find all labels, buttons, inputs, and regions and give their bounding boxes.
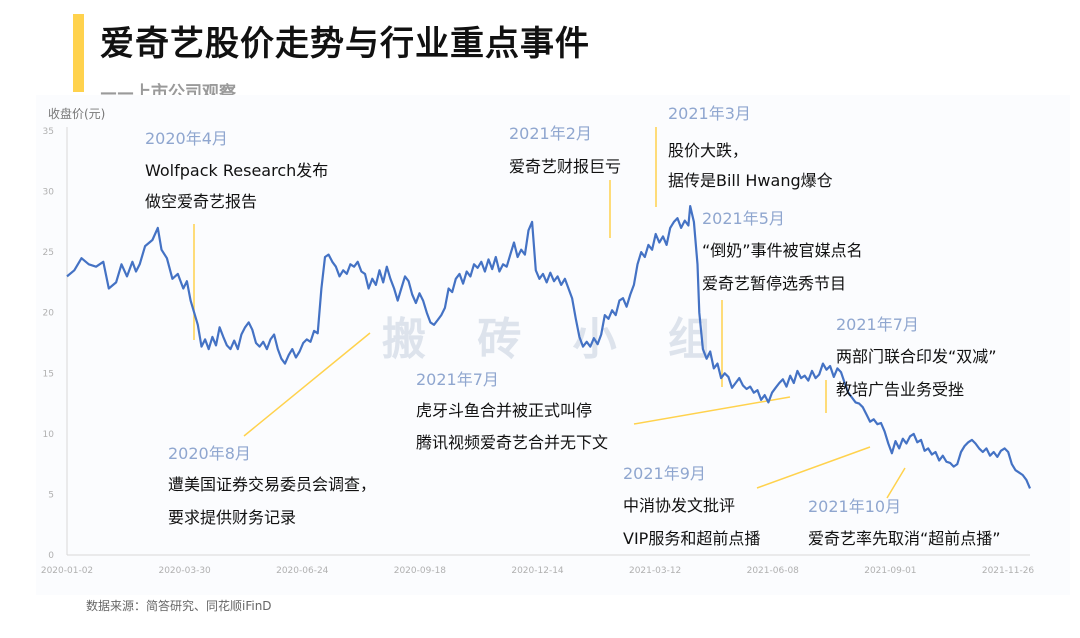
annotation-date: 2021年10月	[808, 497, 901, 516]
annotation-text: 爱奇艺率先取消“超前点播”	[808, 529, 1001, 548]
x-tick-label: 2021-09-01	[864, 566, 916, 576]
axes: 收盘价(元)	[48, 106, 1030, 556]
x-tick-label: 2020-09-18	[394, 566, 447, 576]
annotation-text: VIP服务和超前点播	[623, 529, 760, 548]
annotation-text: 中消协发文批评	[623, 496, 735, 515]
annotation-date: 2020年4月	[145, 129, 228, 148]
annotation-leader-line	[243, 332, 371, 437]
annotation-text: 爱奇艺暂停选秀节目	[702, 274, 846, 293]
x-tick-label: 2020-03-30	[158, 566, 211, 576]
annotation-text: 遭美国证券交易委员会调查，	[168, 475, 376, 494]
watermark: 搬 砖 小 组	[382, 314, 730, 365]
y-tick-label: 30	[43, 188, 55, 198]
x-tick-label: 2021-06-08	[747, 566, 800, 576]
x-tick-label: 2021-03-12	[629, 566, 681, 576]
y-tick-label: 35	[43, 127, 54, 137]
y-tick-label: 5	[48, 490, 54, 500]
annotation-leaders	[193, 127, 906, 499]
annotation-date: 2021年9月	[623, 464, 706, 483]
y-tick-label: 20	[43, 309, 55, 319]
annotation-text: 做空爱奇艺报告	[145, 192, 257, 211]
x-tick-label: 2021-11-26	[982, 566, 1035, 576]
title-accent-bar	[73, 14, 84, 92]
annotation-date: 2021年7月	[836, 315, 919, 334]
annotation-text: 股价大跌，	[668, 141, 748, 160]
y-tick-label: 0	[48, 551, 54, 561]
source-note: 数据来源：简答研究、同花顺iFinD	[86, 599, 272, 613]
annotation-text: 要求提供财务记录	[168, 508, 296, 527]
price-line	[66, 205, 1032, 489]
y-tick-label: 25	[43, 248, 54, 258]
annotation-leader-line	[633, 396, 791, 425]
x-tick-label: 2020-01-02	[41, 566, 93, 576]
x-ticks: 2020-01-02 2020-03-30 2020-06-24 2020-09-18…	[41, 566, 1035, 576]
annotation-text: 教培广告业务受挫	[836, 380, 964, 399]
annotation-text: 两部门联合印发“双减”	[836, 347, 997, 366]
annotation-leader-line	[756, 446, 871, 489]
annotation-text: 据传是Bill Hwang爆仓	[668, 171, 833, 190]
y-axis-label: 收盘价(元)	[48, 106, 105, 121]
x-tick-label: 2020-12-14	[511, 566, 564, 576]
annotation-text: 虎牙斗鱼合并被正式叫停	[416, 401, 592, 420]
y-ticks: 0 5 10 15 20 25 30 35	[43, 127, 55, 561]
annotation-date: 2021年2月	[509, 124, 592, 143]
annotation-text: Wolfpack Research发布	[145, 161, 328, 180]
price-series	[66, 205, 1032, 489]
y-tick-label: 10	[43, 430, 55, 440]
annotation-text: 爱奇艺财报巨亏	[509, 157, 621, 176]
annotation-text: 腾讯视频爱奇艺合并无下文	[416, 433, 608, 452]
annotation-date: 2021年5月	[702, 209, 785, 228]
y-tick-label: 15	[43, 369, 54, 379]
annotation-text: “倒奶”事件被官媒点名	[702, 241, 863, 260]
page-title: 爱奇艺股价走势与行业重点事件	[100, 24, 590, 64]
x-tick-label: 2020-06-24	[276, 566, 329, 576]
annotation-date: 2020年8月	[168, 444, 251, 463]
annotation-leader-line	[886, 467, 906, 499]
annotation-date: 2021年7月	[416, 370, 499, 389]
annotation-date: 2021年3月	[668, 104, 751, 123]
